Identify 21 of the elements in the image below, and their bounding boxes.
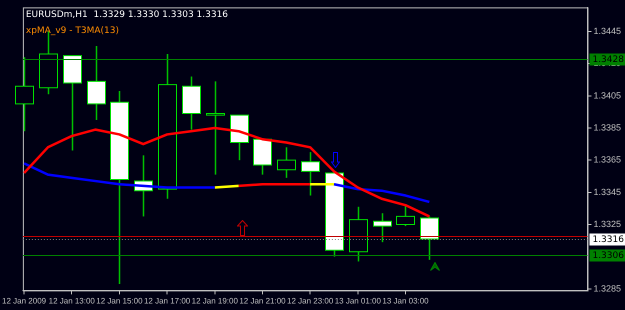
ref-line-label: 1.3428	[592, 54, 624, 65]
text: xpMA_v9 - T3MA(13)	[26, 26, 119, 36]
x-tick-label: 12 Jan 2009	[2, 296, 47, 306]
y-tick-label: 1.3285	[593, 283, 622, 294]
y-tick-label: 1.3325	[593, 218, 622, 229]
ref-line-label: 1.3306	[592, 250, 624, 261]
ref-line-label: 1.3316	[592, 234, 624, 245]
y-tick-label: 1.3365	[593, 154, 622, 165]
y-tick-label: 1.3385	[593, 122, 622, 132]
y-tick-label: 1.3445	[593, 26, 622, 36]
x-tick-label: 12 Jan 13:00	[48, 296, 96, 306]
x-tick-label: 12 Jan 17:00	[144, 296, 191, 306]
x-tick-label: 13 Jan 01:00	[334, 296, 382, 306]
x-tick-label: 12 Jan 15:00	[96, 296, 144, 306]
x-tick-label: 12 Jan 21:00	[239, 296, 286, 306]
x-tick-label: 12 Jan 19:00	[192, 296, 238, 306]
y-tick-label: 1.3345	[593, 186, 622, 197]
chart-title: EURUSDm,H1 1.3329 1.3330 1.3303 1.3316	[26, 10, 228, 20]
y-tick-label: 1.3405	[593, 90, 622, 100]
x-tick-label: 12 Jan 23:00	[287, 296, 334, 306]
x-tick-label: 13 Jan 03:00	[382, 296, 430, 306]
